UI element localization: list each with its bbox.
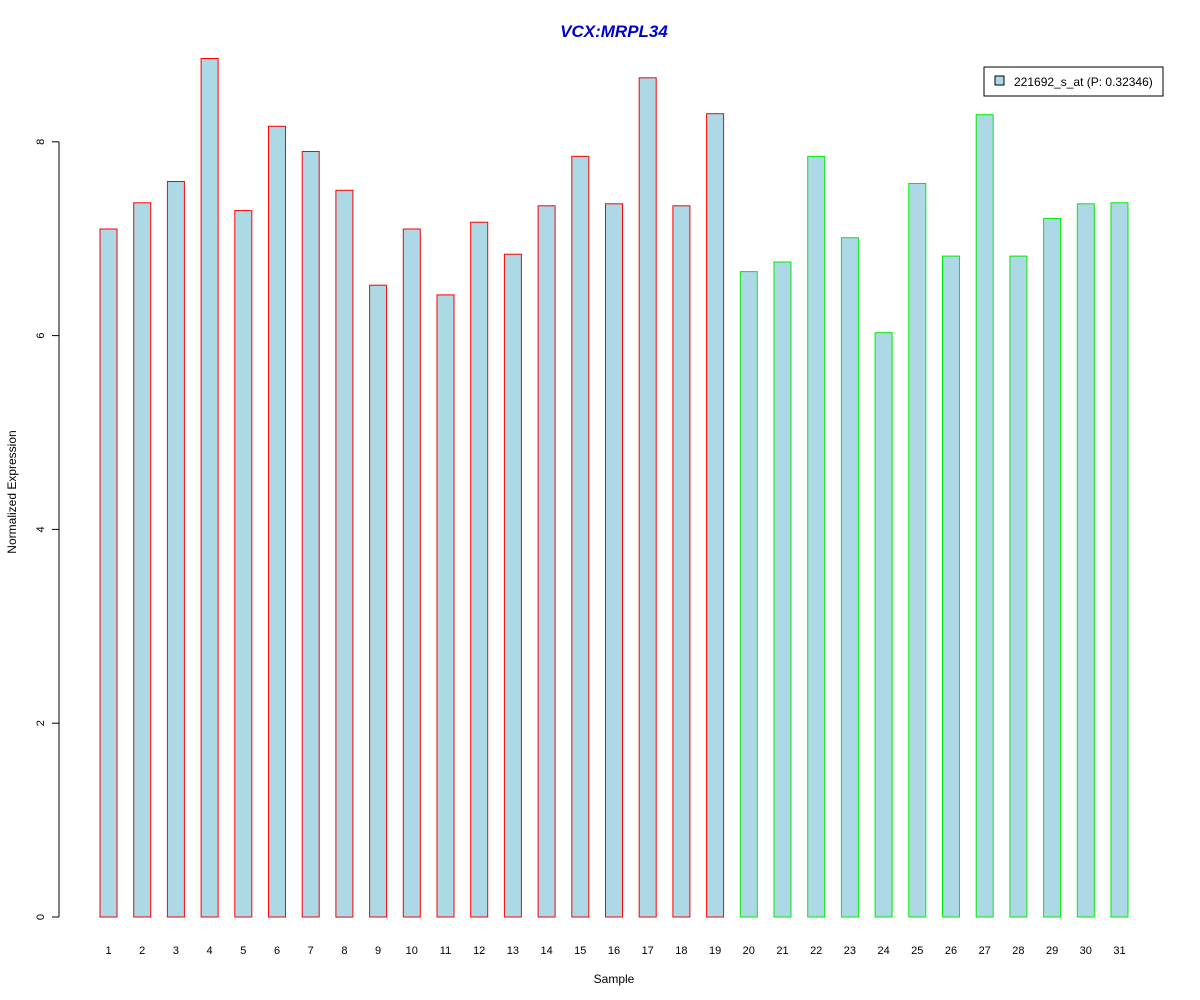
bar-sample-11: [436, 294, 455, 918]
bar-sample-29: [1043, 217, 1062, 918]
x-tick-labels: 1 2 3 4 5 6 7 8 9 10 11 12 13 14 15 16 17 18 19 20 21 22 23 24 2…: [105, 945, 1125, 957]
bar-sample-7: [301, 151, 320, 918]
bar-sample-15: [571, 155, 590, 918]
x-tick-label: 19: [709, 945, 721, 957]
x-tick-label: 28: [1012, 945, 1024, 957]
x-tick-label: 15: [574, 945, 586, 957]
bar-sample-12: [470, 221, 489, 918]
y-tick-label: 6: [35, 333, 47, 339]
x-tick-label: 4: [207, 945, 213, 957]
y-axis: 0 2 4 6 8: [35, 139, 60, 920]
bar-sample-26: [942, 255, 960, 918]
x-tick-label: 26: [945, 945, 957, 957]
bar-sample-30: [1076, 203, 1095, 918]
bars: [99, 58, 1129, 918]
x-tick-label: 3: [173, 945, 179, 957]
bar-sample-5: [234, 210, 253, 918]
x-tick-label: 23: [844, 945, 856, 957]
legend-entry: 221692_s_at (P: 0.32346): [1014, 75, 1153, 89]
legend-box: [983, 66, 1164, 97]
y-tick-label: 0: [35, 914, 47, 920]
x-tick-label: 27: [979, 945, 991, 957]
bar-sample-9: [369, 284, 388, 918]
x-tick-label: 10: [406, 945, 418, 957]
x-tick-label: 22: [810, 945, 822, 957]
bar-sample-27: [975, 114, 994, 918]
bar-sample-6: [268, 125, 286, 918]
legend-swatch: [994, 75, 1005, 86]
x-tick-label: 8: [341, 945, 347, 957]
x-axis-label: Sample: [594, 972, 635, 986]
bar-sample-24: [874, 332, 893, 918]
bar-sample-23: [840, 237, 859, 918]
bar-sample-1: [99, 228, 118, 918]
bar-sample-14: [537, 205, 556, 918]
bar-sample-31: [1110, 202, 1129, 918]
x-tick-label: 7: [308, 945, 314, 957]
y-axis-label: Normalized Expression: [5, 430, 19, 553]
bar-sample-8: [335, 189, 354, 918]
x-tick-label: 9: [375, 945, 381, 957]
bar-sample-18: [672, 205, 691, 918]
chart-title: VCX:MRPL34: [560, 22, 668, 41]
x-tick-label: 12: [473, 945, 485, 957]
x-tick-label: 5: [240, 945, 246, 957]
x-tick-label: 21: [776, 945, 788, 957]
x-tick-label: 31: [1113, 945, 1125, 957]
x-tick-label: 24: [877, 945, 889, 957]
bar-sample-17: [638, 77, 657, 918]
x-tick-label: 20: [743, 945, 755, 957]
bar-sample-20: [739, 271, 758, 918]
x-tick-label: 13: [507, 945, 519, 957]
y-tick-label: 4: [35, 526, 47, 532]
bar-sample-21: [773, 261, 792, 918]
x-tick-label: 29: [1046, 945, 1058, 957]
x-tick-label: 16: [608, 945, 620, 957]
bar-sample-10: [402, 228, 421, 918]
x-tick-label: 17: [642, 945, 654, 957]
bar-sample-13: [503, 253, 522, 918]
legend: 221692_s_at (P: 0.32346): [983, 66, 1164, 97]
x-tick-label: 14: [540, 945, 552, 957]
x-tick-label: 18: [675, 945, 687, 957]
bar-sample-22: [807, 155, 826, 918]
x-tick-label: 1: [105, 945, 111, 957]
bar-sample-28: [1009, 255, 1028, 918]
y-tick-label: 8: [35, 139, 47, 145]
x-tick-label: 11: [440, 945, 451, 957]
y-tick-label: 2: [35, 720, 47, 726]
bar-sample-25: [908, 183, 927, 918]
bar-sample-3: [166, 181, 185, 918]
bar-sample-19: [706, 113, 725, 918]
x-tick-label: 25: [911, 945, 923, 957]
bar-sample-16: [605, 203, 623, 918]
bar-sample-2: [133, 202, 152, 918]
x-tick-label: 2: [139, 945, 145, 957]
bar-sample-4: [200, 58, 219, 918]
x-tick-label: 6: [274, 945, 280, 957]
x-tick-label: 30: [1080, 945, 1092, 957]
